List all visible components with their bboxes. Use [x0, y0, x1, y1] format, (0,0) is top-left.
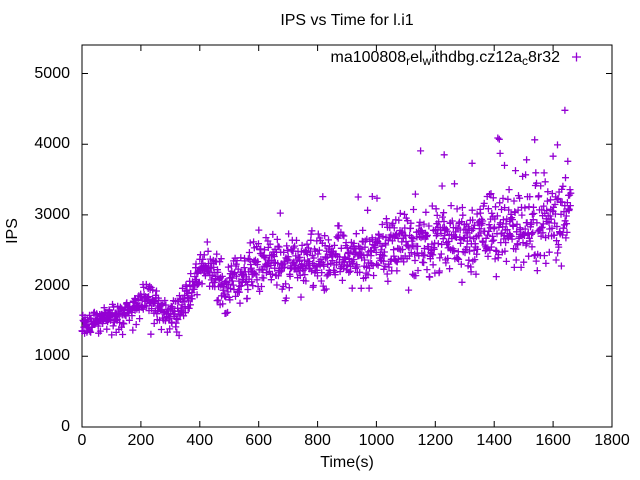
x-tick-label: 800 — [304, 432, 331, 449]
x-tick-label: 1600 — [535, 432, 571, 449]
y-tick-label: 4000 — [34, 135, 70, 153]
y-tick-label: 0 — [61, 418, 70, 435]
chart-title: IPS vs Time for l.i1 — [280, 12, 414, 29]
y-tick-label: 1000 — [34, 347, 70, 365]
legend-label-segment: ithdbg.cz12a — [431, 49, 522, 66]
x-tick-label: 1000 — [358, 432, 395, 449]
legend-label-subscript: r — [406, 54, 411, 68]
x-tick-label: 1200 — [417, 432, 454, 449]
legend-label-subscript: w — [422, 54, 432, 68]
axis-ticks — [81, 45, 613, 428]
legend-series-label: ma100808relwithdbg.cz12ac8r32 — [330, 49, 560, 68]
legend-label-segment: 8r32 — [527, 49, 560, 66]
x-tick-label: 200 — [127, 432, 155, 449]
scatter-points — [78, 106, 575, 339]
x-tick-label: 0 — [77, 432, 87, 449]
x-tick-label: 600 — [245, 432, 272, 449]
x-tick-label: 400 — [186, 432, 214, 449]
legend-point-marker-icon — [572, 52, 581, 62]
legend-label-segment: ma100808 — [330, 49, 407, 66]
y-tick-label: 3000 — [34, 205, 70, 223]
legend-label-subscript: c — [521, 54, 528, 68]
x-tick-label: 1400 — [476, 432, 513, 449]
x-tick-label: 1800 — [594, 432, 630, 449]
y-tick-label: 2000 — [34, 276, 70, 294]
y-tick-label: 5000 — [34, 64, 70, 82]
x-axis-label: Time(s) — [320, 454, 374, 471]
legend-label-segment: el — [410, 49, 423, 66]
plot-border — [81, 44, 613, 428]
legend: ma100808relwithdbg.cz12ac8r32 — [0, 49, 560, 68]
